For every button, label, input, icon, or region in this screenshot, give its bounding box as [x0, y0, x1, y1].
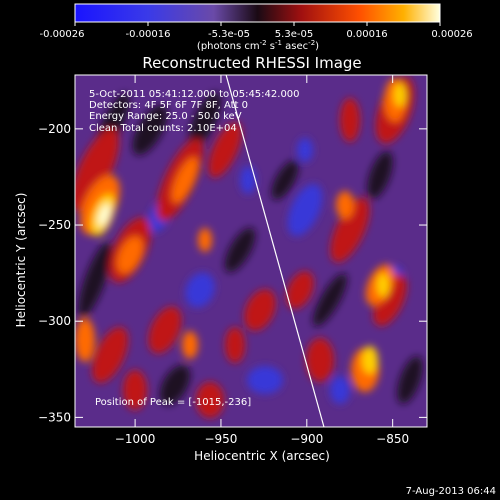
colorbar-gradient	[74, 3, 441, 23]
y-tick-label: −350	[38, 410, 71, 424]
colorbar-tick-label: 0.00016	[346, 29, 387, 40]
y-tick-label: −200	[38, 122, 71, 136]
peak-position-label: Position of Peak = [-1015,-236]	[95, 397, 251, 408]
chart-title: Reconstructed RHESSI Image	[142, 54, 361, 72]
generation-timestamp: 7-Aug-2013 06:44	[406, 486, 496, 497]
x-axis-label: Heliocentric X (arcsec)	[194, 449, 330, 463]
colorbar-ticks	[74, 22, 441, 26]
colorbar: -0.00026 -0.00016 -5.3e-05 5.3e-05 0.000…	[40, 3, 473, 52]
observation-info: 5-Oct-2011 05:41:12.000 to 05:45:42.000 …	[89, 89, 300, 134]
colorbar-tick-label: 5.3e-05	[275, 29, 313, 40]
info-total-counts: Clean Total counts: 2.10E+04	[89, 123, 237, 134]
heatmap-image	[75, 75, 427, 427]
colorbar-tick-label: -5.3e-05	[208, 29, 250, 40]
info-time-range: 5-Oct-2011 05:41:12.000 to 05:45:42.000	[89, 89, 300, 100]
y-tick-label: −300	[38, 314, 71, 328]
x-axis: −1000 −950 −900 −850	[115, 75, 409, 446]
info-energy-range: Energy Range: 25.0 - 50.0 keV	[89, 111, 242, 122]
y-axis: −200 −250 −300 −350	[38, 122, 427, 424]
colorbar-tick-label: 0.00026	[431, 29, 472, 40]
colorbar-units: (photons cm-2 s-1 asec-2)	[197, 39, 319, 52]
colorbar-tick-label: -0.00026	[40, 29, 85, 40]
solar-limb-line	[225, 75, 325, 427]
y-axis-label: Heliocentric Y (arcsec)	[14, 193, 28, 328]
colorbar-tick-label: -0.00016	[126, 29, 171, 40]
info-detectors: Detectors: 4F 5F 6F 7F 8F, Att 0	[89, 100, 248, 111]
x-tick-label: −1000	[115, 432, 156, 446]
x-tick-label: −950	[204, 432, 237, 446]
plot-frame	[74, 74, 428, 428]
y-tick-label: −250	[38, 218, 71, 232]
x-tick-label: −850	[376, 432, 409, 446]
x-tick-label: −900	[290, 432, 323, 446]
